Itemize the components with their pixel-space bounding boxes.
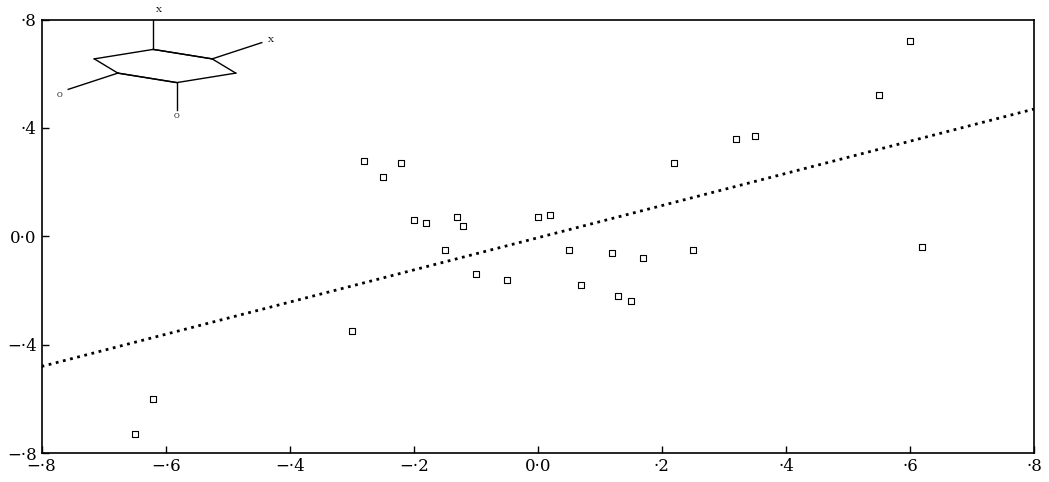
Point — [914, 243, 930, 251]
Point — [747, 132, 764, 140]
Point — [542, 211, 559, 218]
Point — [530, 214, 547, 221]
Point — [604, 249, 621, 256]
Point — [126, 430, 143, 438]
Text: O: O — [57, 91, 62, 99]
Point — [145, 395, 162, 403]
Text: X: X — [267, 36, 274, 44]
Point — [449, 214, 466, 221]
Text: X: X — [156, 6, 163, 14]
Point — [902, 38, 919, 45]
Point — [685, 246, 702, 254]
Point — [573, 281, 590, 289]
Point — [356, 157, 372, 164]
Point — [622, 297, 639, 305]
Text: O: O — [174, 112, 179, 120]
Point — [560, 246, 577, 254]
Point — [455, 222, 472, 229]
Point — [728, 135, 745, 143]
Point — [468, 270, 485, 278]
Point — [611, 292, 627, 300]
Point — [393, 160, 410, 167]
Point — [436, 246, 453, 254]
Point — [374, 173, 391, 181]
Point — [666, 160, 683, 167]
Point — [418, 219, 434, 227]
Point — [405, 216, 422, 224]
Point — [871, 92, 887, 99]
Point — [343, 327, 360, 335]
Point — [635, 254, 651, 262]
Point — [498, 276, 515, 283]
